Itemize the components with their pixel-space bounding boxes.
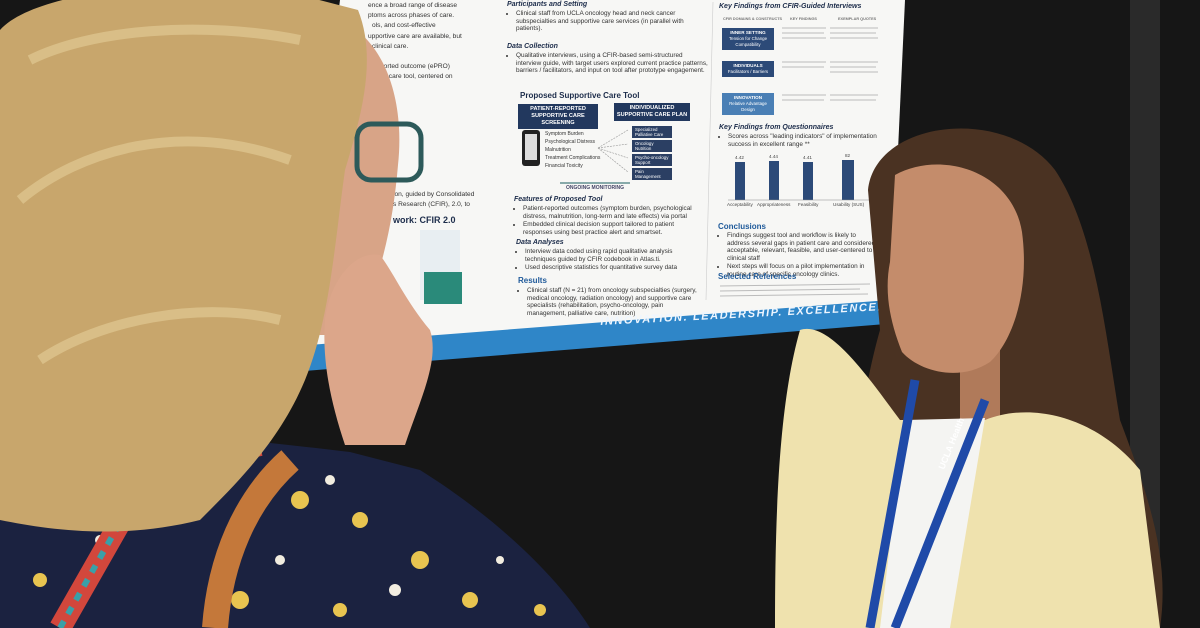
score: 4.42 [735,155,744,160]
score-bars [735,160,854,200]
bullet: Clinical staff from UCLA oncology head a… [516,10,708,33]
table-header: KEY FINDINGS [790,17,817,21]
screening-item: Malnutrition [545,147,571,153]
domain: INDIVIDUALS [733,63,763,68]
bullets: Findings suggest tool and workflow is li… [718,232,879,280]
bullet: Used descriptive statistics for quantita… [525,264,700,272]
score: 4.44 [769,154,778,159]
section-heading: Selected References [718,272,797,281]
left-text: s Research (CFIR), 2.0, to [393,201,470,208]
left-text: upportive care are available, but [368,33,462,40]
plan-item: Psycho-oncology Support [632,154,672,166]
phone-screen [525,134,537,160]
section-heading: Conclusions [718,222,767,231]
framework-box [424,272,462,304]
section-heading: Key Findings from Questionnaires [719,124,834,131]
screening-item: Financial Toxicity [545,163,583,169]
domain: INNOVATION [733,95,763,100]
section-heading: Results [518,276,547,285]
left-text: clinical care. [372,43,409,50]
plan-item: Specialized Palliative Care [632,126,672,138]
left-text: ported outcome (ePRO) [380,63,450,70]
bullets: Clinical staff (N = 21) from oncology su… [518,287,699,318]
section-heading: Features of Proposed Tool [514,196,603,203]
column-rule [705,1,714,301]
tool-box: INDIVIDUALIZED SUPPORTIVE CARE PLAN [614,103,690,121]
score: 4.41 [803,155,812,160]
construct: Facilitators / Barriers [727,69,769,74]
left-text: ve care tool, centered on [380,73,453,80]
table-header: EXEMPLAR QUOTES [838,17,877,21]
bullets: Patient-reported outcomes (symptom burde… [514,205,703,237]
face [887,164,1024,373]
bullet: Findings suggest tool and workflow is li… [727,232,879,262]
hair-highlights [16,24,301,365]
left-heading: work: CFIR 2.0 [393,215,456,225]
construct: Tension for Change Compatibility [728,36,768,47]
bullet: Scores across "leading indicators" of im… [728,133,878,148]
glasses [354,121,424,183]
left-text: ence a broad range of disease [368,2,458,9]
domain: INNER SETTING [730,30,766,35]
bullets: Scores across "leading indicators" of im… [719,133,878,149]
hand [324,254,433,445]
left-text: ion, guided by Consolidated [393,191,475,198]
blonde-hair [0,0,367,532]
score-label: Acceptability [727,202,753,207]
diagram-lines [597,129,629,173]
score: 82 [845,153,851,158]
construct: Relative Advantage Design [729,101,767,112]
table-header: CFIR DOMAINS & CONSTRUCTS [723,17,783,21]
bullet: Embedded clinical decision support tailo… [523,221,703,236]
score-label: Usability (SUS) [833,202,865,207]
bullet: Interview data coded using rapid qualita… [525,248,700,263]
section-heading: Participants and Setting [507,1,588,8]
table-row: INNOVATION Relative Advantage Design [722,93,774,115]
monitoring: ONGOING MONITORING [566,185,624,191]
section-heading: Key Findings from CFIR-Guided Interviews [719,3,862,10]
plan-item: Pain Management [632,168,672,180]
bullet: Qualitative interviews, using a CFIR-bas… [516,52,708,75]
bullets: Interview data coded using rapid qualita… [516,248,700,273]
section-heading: Data Analyses [516,239,564,246]
left-text: ptoms across phases of care. [368,12,455,19]
screening-item: Treatment Complications [545,155,601,161]
tool-box: PATIENT-REPORTED SUPPORTIVE CARE SCREENI… [518,104,598,129]
fine-print [719,27,878,297]
table-row: INDIVIDUALS Facilitators / Barriers [722,61,774,77]
bullets: Qualitative interviews, using a CFIR-bas… [507,52,708,76]
section-heading: Data Collection [507,43,558,50]
bag-strap [202,450,299,628]
lanyard [865,379,990,628]
score-label: Feasibility [798,202,819,207]
monitor-arrow [560,182,630,184]
screening-item: Symptom Burden [545,131,584,137]
table-row: INNER SETTING Tension for Change Compatib… [722,28,774,50]
bullet: Clinical staff (N = 21) from oncology su… [527,287,699,317]
score-label: Appropriateness [757,202,791,207]
tool-heading: Proposed Supportive Care Tool [520,91,640,100]
poster-band [292,300,889,372]
bullet: Next steps will focus on a pilot impleme… [727,263,879,278]
screening-item: Psychological Distress [545,139,596,145]
left-text: ols, and cost-effective [372,22,436,29]
bullets: Clinical staff from UCLA oncology head a… [507,10,708,34]
bullet: Patient-reported outcomes (symptom burde… [523,205,703,220]
plan-item: Oncology Nutrition [632,140,672,152]
